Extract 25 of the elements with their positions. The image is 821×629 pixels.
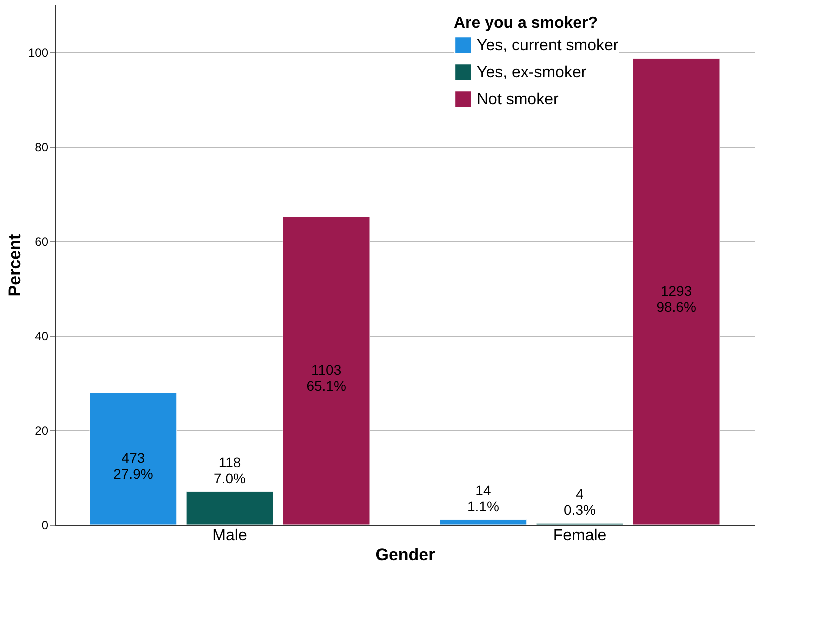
x-tick-label: Male [212,528,248,544]
x-tick-label: Female [553,528,607,544]
y-axis-title: Percent [5,234,24,297]
data-label: 1293 98.6% [656,282,696,315]
y-tick-label: 0 [42,518,49,532]
data-label: 1103 65.1% [306,362,346,394]
legend-label: Yes, current smoker [477,38,620,54]
data-label: 118 7.0% [214,454,246,487]
legend-label: Not smoker [477,92,560,108]
data-label: 473 27.9% [114,450,154,482]
y-tick-label: 40 [35,329,49,344]
y-tick-label: 20 [35,424,49,438]
y-tick-label: 80 [35,140,49,154]
y-tick-label: 60 [35,234,49,249]
legend-title: Are you a smoker? [454,15,598,32]
data-label: 14 1.1% [467,482,500,514]
x-axis-title: Gender [376,546,436,564]
bar [632,58,720,526]
bar [90,392,178,526]
bar [186,492,274,526]
bar [282,217,370,526]
legend-label: Yes, ex-smoker [477,64,588,82]
data-label: 4 0.3% [564,486,596,518]
bar [440,520,528,526]
y-tick-label: 100 [28,46,49,60]
